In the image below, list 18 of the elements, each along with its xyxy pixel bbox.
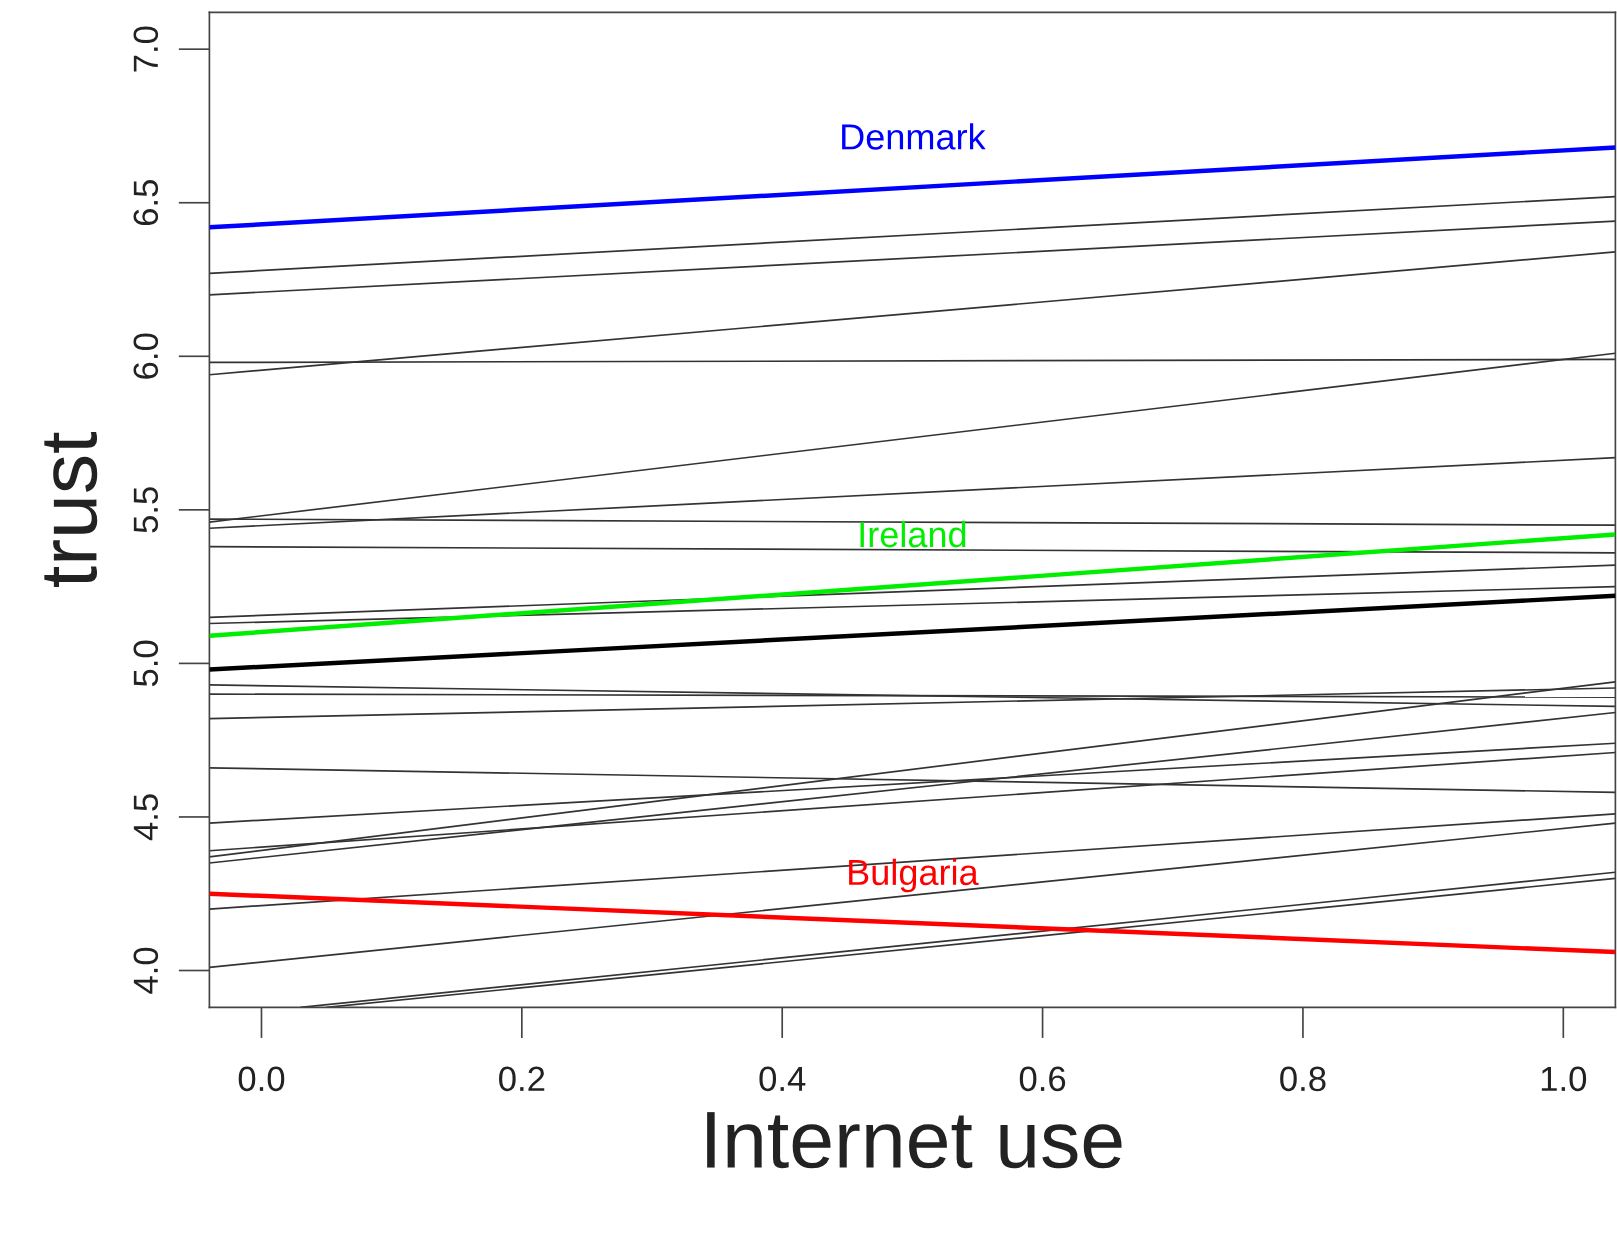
series-label: Ireland: [860, 520, 966, 548]
series-label: Bulgaria: [849, 858, 979, 893]
x-tick-label: 0.4: [759, 1066, 806, 1092]
x-tick-label: 0.8: [1280, 1066, 1326, 1092]
y-tick-label: 5.5: [133, 487, 159, 533]
x-tick-label: 1.0: [1541, 1066, 1587, 1092]
y-tick-label: 4.5: [133, 794, 159, 841]
x-tick-label: 0.0: [238, 1066, 285, 1092]
y-axis-title: trust: [44, 432, 98, 587]
y-tick-label: 6.0: [133, 333, 159, 379]
y-tick-label: 5.0: [133, 640, 159, 687]
x-axis-title: Internet use: [707, 1112, 1122, 1169]
y-tick-label: 4.0: [133, 947, 159, 994]
x-tick-label: 0.6: [1019, 1066, 1066, 1092]
y-tick-label: 7.0: [133, 26, 159, 72]
series-label: Denmark: [842, 123, 986, 150]
x-tick-label: 0.2: [499, 1066, 545, 1092]
y-tick-label: 6.5: [133, 180, 159, 226]
